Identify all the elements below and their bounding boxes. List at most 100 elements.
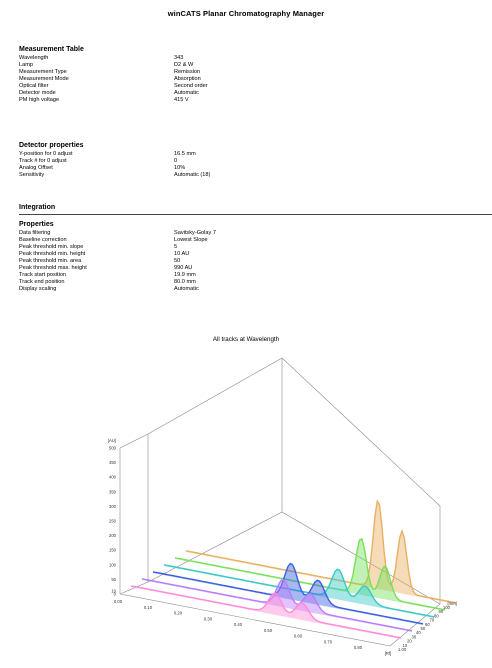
table-row: Detector mode Automatic: [19, 90, 294, 97]
table-row: Data filtering Savitsky-Golay 7: [19, 230, 294, 237]
table-row: Sensitivity Automatic (18): [19, 172, 294, 179]
table-row: Track # for 0 adjust 0: [19, 158, 294, 165]
row-label: Measurement Mode: [19, 76, 69, 82]
row-label: Measurement Type: [19, 69, 67, 75]
row-label: Y-position for 0 adjust: [19, 151, 73, 157]
track-tick-label: 70: [430, 618, 435, 623]
track-tick-label: 1.00: [398, 647, 407, 652]
row-value: Savitsky-Golay 7: [174, 230, 216, 236]
table-row: Optical filter Second order: [19, 83, 294, 90]
chart-frame: [119, 357, 441, 647]
table-row: Peak threshold max. height 990 AU: [19, 265, 294, 272]
row-label: Lamp: [19, 62, 33, 68]
row-value: Automatic (18): [174, 172, 211, 178]
y-tick-label: 350: [109, 489, 117, 494]
x-tick-label: 0.80: [354, 645, 363, 650]
row-value: 990 AU: [174, 265, 193, 271]
chart-title: All tracks at Wavelength: [212, 336, 280, 343]
track-tick-label: 40: [416, 630, 421, 635]
integration-heading: Integration: [19, 204, 56, 211]
y-tick-label: 0: [114, 592, 117, 597]
row-label: Peak threshold min. area: [19, 258, 82, 264]
measurement-table-heading: Measurement Table: [19, 46, 84, 53]
table-row: PM high voltage 415 V: [19, 97, 294, 104]
table-row: Display scaling Automatic: [19, 286, 294, 293]
row-label: Optical filter: [19, 83, 49, 89]
row-value: 50: [174, 258, 181, 264]
track-axis-line: [389, 603, 441, 647]
row-value: Remission: [174, 69, 201, 75]
row-label: Track end position: [19, 279, 65, 285]
track-tick-label: 20: [407, 639, 412, 644]
row-label: PM high voltage: [19, 97, 60, 103]
table-row: Analog Offset 10%: [19, 165, 294, 172]
row-value: 10 AU: [174, 251, 190, 257]
row-label: Track start position: [19, 272, 67, 278]
row-value: 5: [174, 244, 178, 250]
table-row: Track start position 19.9 mm: [19, 272, 294, 279]
properties-table: Data filtering Savitsky-Golay 7 Baseline …: [19, 230, 294, 293]
row-label: Data filtering: [19, 230, 51, 236]
track-tick-label: 10: [403, 643, 408, 648]
track-tick-label: 30: [412, 634, 417, 639]
x-tick-label: 0.20: [174, 611, 183, 616]
row-value: Second order: [174, 83, 208, 89]
row-value: 10%: [174, 165, 186, 171]
track-tick-label: 60: [425, 622, 430, 627]
row-label: Analog Offset: [19, 165, 53, 171]
track-tick-label: 90: [439, 609, 444, 614]
table-row: Lamp D2 & W: [19, 62, 294, 69]
table-row: Y-position for 0 adjust 16.5 mm: [19, 151, 294, 158]
table-row: Measurement Type Remission: [19, 69, 294, 76]
table-row: Baseline correction Lowest Slope: [19, 237, 294, 244]
row-value: 415 V: [174, 97, 189, 103]
y-tick-label: 400: [109, 475, 117, 480]
chart-frame-edge: [119, 433, 149, 449]
x-tick-label: [Rf]: [385, 651, 392, 656]
document-title: winCATS Planar Chromatography Manager: [167, 9, 325, 18]
row-label: Peak threshold min. height: [19, 251, 86, 257]
track-series-fill: [175, 538, 445, 611]
row-label: Baseline correction: [19, 237, 67, 243]
x-tick-label: 0.30: [204, 616, 213, 621]
y-tick-label: 250: [109, 519, 117, 524]
properties-heading: Properties: [19, 221, 54, 228]
track-series-line: [152, 562, 424, 625]
row-value: Automatic: [174, 90, 199, 96]
track-series-line: [174, 537, 446, 611]
table-row: Wavelength 343: [19, 55, 294, 62]
detector-properties-heading: Detector properties: [19, 142, 84, 149]
chromatogram-3d-chart: 01050100150200250300350400450500[AU]0.00…: [108, 357, 457, 656]
y-tick-label: 500: [109, 446, 117, 451]
track-series-line: [163, 564, 435, 618]
row-value: 19.9 mm: [174, 272, 196, 278]
row-value: 16.5 mm: [174, 151, 196, 157]
y-tick-label: 100: [109, 562, 117, 567]
table-row: Peak threshold min. slope 5: [19, 244, 294, 251]
y-tick-label: 150: [109, 548, 117, 553]
x-axis-line: [119, 593, 391, 647]
table-row: Peak threshold min. height 10 AU: [19, 251, 294, 258]
row-label: Peak threshold min. slope: [19, 244, 84, 250]
track-series-line: [141, 578, 413, 632]
track-tick-label: 50: [421, 626, 426, 631]
x-tick-label: 0.70: [324, 639, 333, 644]
y-axis-unit: [AU]: [108, 438, 116, 443]
y-tick-label: 50: [111, 577, 116, 582]
y-tick-label: 450: [109, 460, 117, 465]
row-value: Lowest Slope: [174, 237, 208, 243]
row-label: Peak threshold max. height: [19, 265, 87, 271]
row-value: 343: [174, 55, 184, 61]
track-series-line: [130, 585, 402, 639]
row-label: Wavelength: [19, 55, 49, 61]
y-tick-label: 300: [109, 504, 117, 509]
chart-frame-edge: [119, 581, 149, 595]
row-value: 0: [174, 158, 178, 164]
x-tick-label: 0.00: [114, 599, 123, 604]
row-value: Absorption: [174, 76, 201, 82]
track-tick-label: 100: [443, 605, 451, 610]
table-row: Peak threshold min. area 50: [19, 258, 294, 265]
track-tick-label: 80: [434, 613, 439, 618]
track-tick-label: [mm]: [448, 601, 457, 606]
track-series-fill: [153, 563, 423, 625]
